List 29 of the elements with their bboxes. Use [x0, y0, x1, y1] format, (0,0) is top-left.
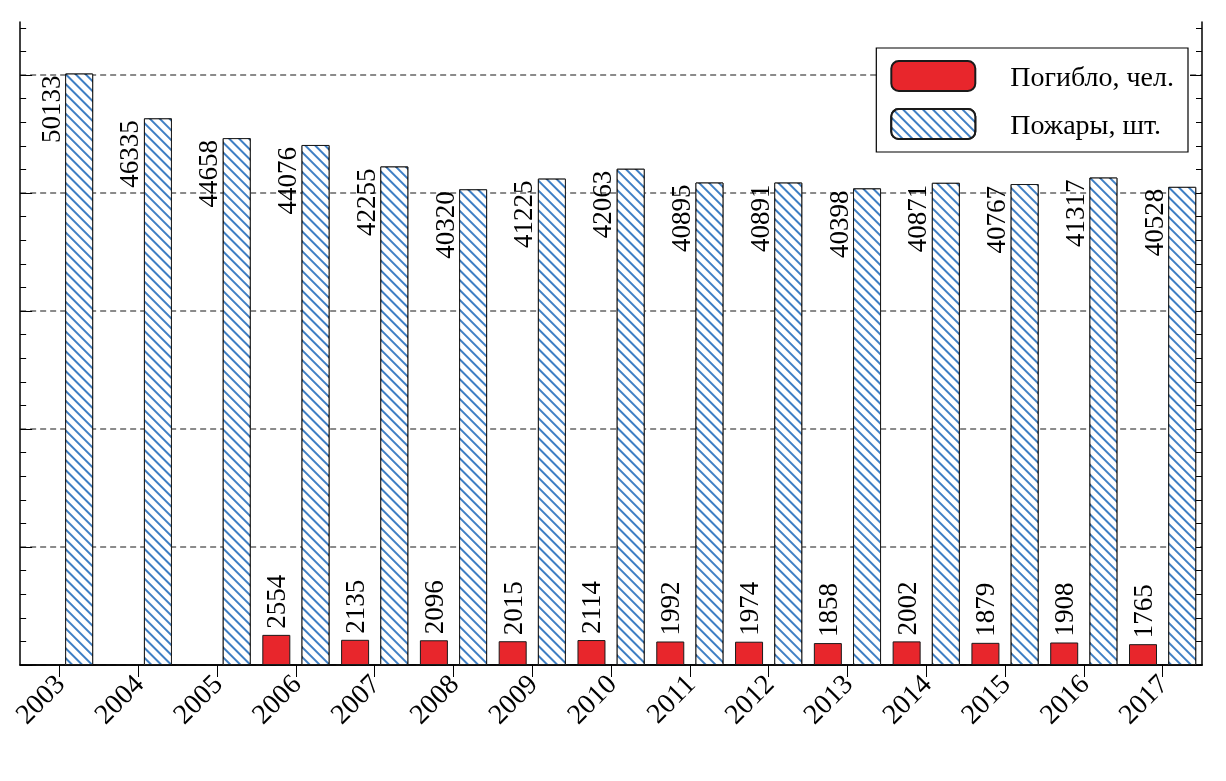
- data-label: 41317: [1059, 179, 1090, 248]
- data-label: 2002: [891, 581, 922, 636]
- data-label: 44076: [272, 146, 303, 215]
- data-label: 2114: [576, 580, 607, 635]
- legend-label: Пожары, шт.: [1010, 108, 1162, 140]
- data-label: 42255: [350, 168, 381, 236]
- data-label: 41225: [508, 180, 539, 249]
- data-label: 40871: [902, 184, 933, 253]
- data-label: 1992: [655, 581, 686, 636]
- data-label: 1908: [1049, 582, 1080, 637]
- data-label: 40767: [981, 186, 1012, 254]
- data-label: 40891: [744, 184, 775, 253]
- data-label: 40895: [665, 184, 696, 253]
- data-label: 2135: [340, 579, 371, 634]
- legend-label: Погибло, чел.: [1010, 60, 1175, 92]
- data-label: 2096: [418, 580, 449, 635]
- data-label: 1974: [734, 581, 765, 636]
- data-label: 42063: [587, 170, 618, 239]
- data-label: 40320: [429, 191, 460, 259]
- data-label: 1879: [970, 582, 1001, 637]
- data-label: 50133: [35, 75, 66, 144]
- data-label: 1858: [812, 583, 843, 638]
- data-label: 2554: [261, 574, 292, 629]
- data-label: 40528: [1138, 188, 1169, 257]
- data-label: 40398: [823, 190, 854, 258]
- data-label: 44658: [193, 140, 224, 208]
- data-label: 1765: [1128, 584, 1159, 639]
- data-label: 46335: [114, 120, 145, 188]
- data-label: 2015: [497, 581, 528, 636]
